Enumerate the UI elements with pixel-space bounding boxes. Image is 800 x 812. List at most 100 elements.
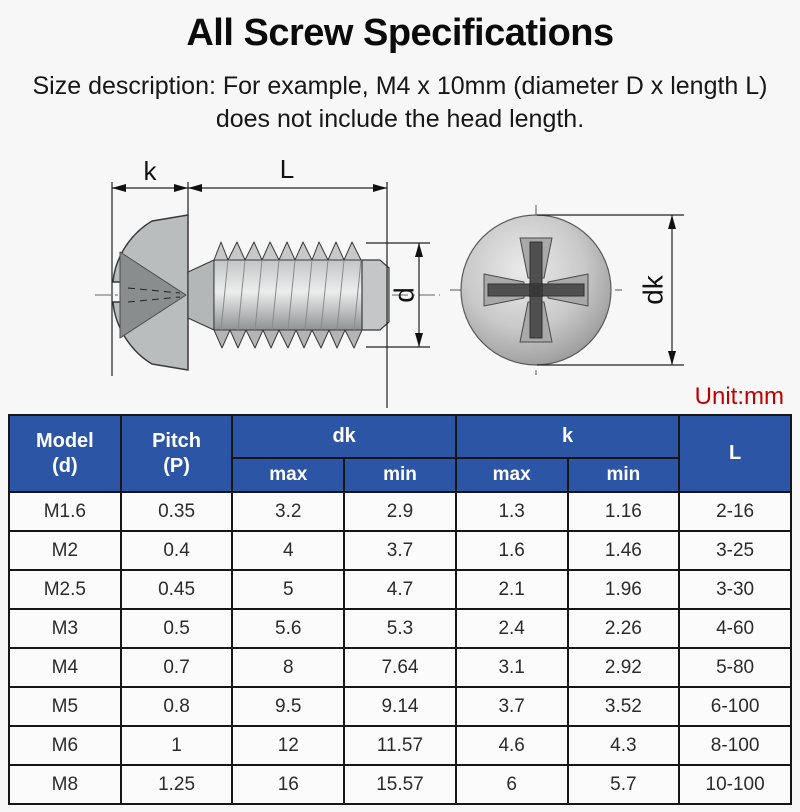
cell-pitch: 0.7: [119, 647, 234, 688]
table-row: M1.6 0.35 3.2 2.9 1.3 1.16 2-16: [8, 491, 792, 532]
dimension-dk: [537, 214, 684, 366]
col-header-k: k: [454, 414, 681, 459]
col-header-pitch-line2: (P): [163, 454, 190, 477]
cell-dk-max: 3.2: [231, 491, 346, 532]
cell-model: M3: [8, 608, 122, 649]
col-header-dk-min: min: [343, 457, 457, 493]
cell-pitch: 1.25: [119, 764, 234, 805]
table-row: M2 0.4 4 3.7 1.6 1.46 3-25: [8, 530, 792, 571]
table-row: M8 1.25 16 15.57 6 5.7 10-100: [8, 764, 792, 805]
cell-length: 2-16: [678, 491, 792, 532]
cell-dk-min: 7.64: [343, 647, 457, 688]
cell-pitch: 1: [119, 725, 234, 766]
cell-k-max: 4.6: [454, 725, 569, 766]
spec-table: Model (d) Pitch (P) dk k L max min max m…: [8, 414, 792, 805]
cell-dk-max: 16: [231, 764, 346, 805]
cell-k-min: 4.3: [566, 725, 681, 766]
screw-slot-shadow: [119, 251, 187, 339]
cell-k-max: 2.1: [454, 569, 569, 610]
dimension-d: [366, 242, 430, 348]
cell-dk-min: 5.3: [343, 608, 457, 649]
cell-model: M5: [8, 686, 122, 727]
screw-thread-teeth-top: [213, 241, 362, 261]
cell-dk-min: 2.9: [343, 491, 457, 532]
cell-k-min: 3.52: [566, 686, 681, 727]
cell-pitch: 0.8: [119, 686, 234, 727]
cell-dk-min: 9.14: [343, 686, 457, 727]
cell-k-max: 1.6: [454, 530, 569, 571]
slot-hidden-line-top: [127, 287, 181, 294]
col-header-model-line1: Model: [35, 429, 94, 452]
screw-tip: [361, 259, 390, 331]
cell-pitch: 0.4: [119, 530, 234, 571]
cell-pitch: 0.5: [119, 608, 234, 649]
cell-dk-max: 5: [231, 569, 346, 610]
screw-top-view: dk: [450, 205, 684, 375]
col-header-model-line2: (d): [52, 454, 78, 477]
cell-k-min: 2.92: [566, 647, 681, 688]
screw-side-view: k L d: [95, 154, 440, 428]
cell-length: 10-100: [678, 764, 792, 805]
cell-model: M2: [8, 530, 122, 571]
cell-dk-max: 9.5: [231, 686, 346, 727]
cell-pitch: 0.45: [119, 569, 234, 610]
dimension-label-k: k: [144, 158, 158, 186]
cell-dk-max: 5.6: [231, 608, 346, 649]
cell-pitch: 0.35: [119, 491, 234, 532]
table-row: M3 0.5 5.6 5.3 2.4 2.26 4-60: [8, 608, 792, 649]
col-header-dk-max: max: [231, 457, 346, 493]
cell-length: 5-80: [678, 647, 792, 688]
screw-thread-teeth-bottom: [213, 329, 363, 349]
dimension-label-d: d: [389, 287, 420, 303]
cell-k-min: 2.26: [566, 608, 681, 649]
cell-dk-min: 15.57: [343, 764, 457, 805]
cell-k-min: 5.7: [566, 764, 681, 805]
dimension-label-l: L: [280, 158, 294, 184]
cell-dk-max: 8: [231, 647, 346, 688]
cell-length: 3-30: [678, 569, 792, 610]
cell-length: 4-60: [678, 608, 792, 649]
cell-dk-max: 12: [231, 725, 346, 766]
size-description-line2: does not include the head length.: [215, 105, 585, 133]
dimension-label-dk: dk: [638, 274, 669, 305]
cell-k-max: 6: [454, 764, 569, 805]
screw-drawing-svg: k L d: [95, 154, 684, 428]
cell-dk-min: 3.7: [343, 530, 457, 571]
col-header-dk: dk: [231, 414, 457, 459]
cell-k-max: 2.4: [454, 608, 569, 649]
col-header-pitch-line1: Pitch: [152, 429, 201, 452]
screw-thread-flanks: [220, 259, 362, 331]
cell-model: M6: [8, 725, 122, 766]
cell-k-min: 1.96: [566, 569, 681, 610]
screw-neck: [187, 259, 215, 331]
col-header-k-max: max: [454, 457, 569, 493]
page-title: All Screw Specifications: [186, 12, 614, 54]
cell-model: M4: [8, 647, 122, 688]
screw-thread-core: [213, 259, 363, 331]
table-row: M6 1 12 11.57 4.6 4.3 8-100: [8, 725, 792, 766]
col-header-pitch: Pitch (P): [119, 414, 234, 493]
cell-dk-max: 4: [231, 530, 346, 571]
cell-model: M1.6: [8, 491, 122, 532]
cell-length: 3-25: [678, 530, 792, 571]
cell-model: M8: [8, 764, 122, 805]
size-description: Size description: For example, M4 x 10mm…: [0, 70, 800, 136]
col-header-l: L: [678, 414, 792, 493]
col-header-model: Model (d): [8, 414, 122, 493]
cell-k-min: 1.46: [566, 530, 681, 571]
dimension-l: [188, 182, 388, 428]
cell-dk-min: 11.57: [343, 725, 457, 766]
cell-k-min: 1.16: [566, 491, 681, 532]
size-description-line1: Size description: For example, M4 x 10mm…: [32, 72, 768, 100]
table-row: M5 0.8 9.5 9.14 3.7 3.52 6-100: [8, 686, 792, 727]
col-header-k-min: min: [566, 457, 681, 493]
slot-hidden-line-bottom: [127, 296, 181, 303]
phillips-center: [529, 283, 543, 297]
cell-length: 6-100: [678, 686, 792, 727]
cell-dk-min: 4.7: [343, 569, 457, 610]
table-row: M2.5 0.45 5 4.7 2.1 1.96 3-30: [8, 569, 792, 610]
cell-model: M2.5: [8, 569, 122, 610]
table-row: M4 0.7 8 7.64 3.1 2.92 5-80: [8, 647, 792, 688]
cell-k-max: 3.7: [454, 686, 569, 727]
screw-technical-drawing: k L d: [0, 154, 800, 428]
